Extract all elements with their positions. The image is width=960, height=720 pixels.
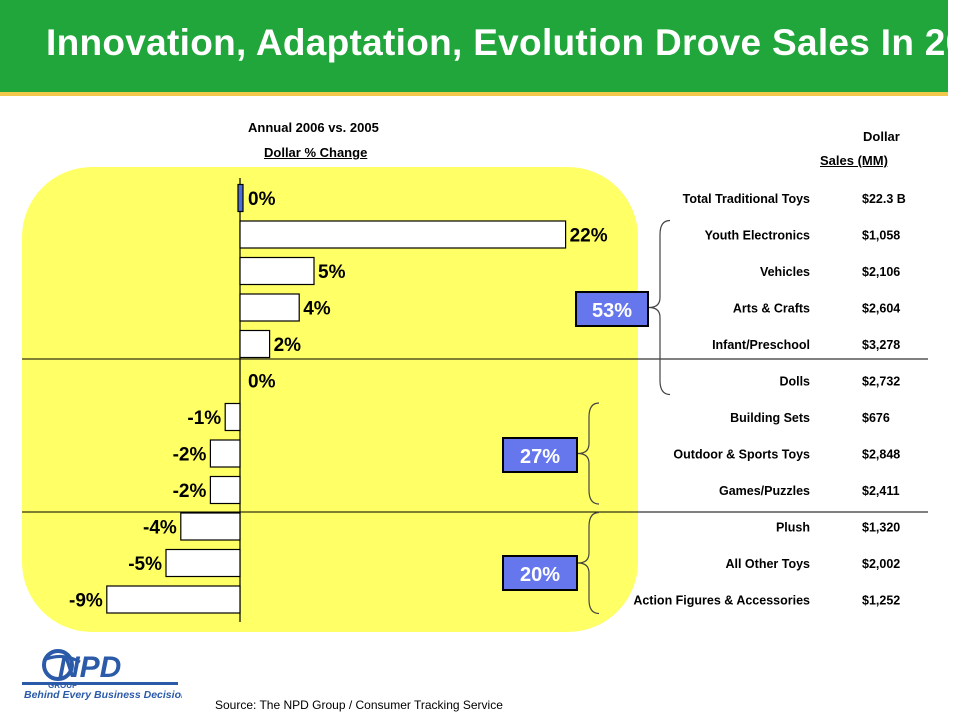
category-label: Youth Electronics <box>705 229 810 243</box>
dollar-sales-value: $22.3 B <box>862 192 906 206</box>
category-label: Outdoor & Sports Toys <box>673 448 810 462</box>
category-label: Games/Puzzles <box>719 484 810 498</box>
data-label: -2% <box>173 445 207 466</box>
dollar-sales-value: $1,320 <box>862 521 900 535</box>
dollar-sales-value: $2,106 <box>862 265 900 279</box>
slide-title: Innovation, Adaptation, Evolution Drove … <box>46 22 960 63</box>
logo-sub: GROUP <box>48 681 78 690</box>
group-share-box <box>502 437 578 473</box>
bar <box>224 402 241 432</box>
dollar-sales-value: $1,058 <box>862 229 900 243</box>
dollar-sales-value: $2,002 <box>862 557 900 571</box>
data-label: -1% <box>187 408 221 429</box>
right-caption-line2: Sales (MM) <box>820 153 888 168</box>
left-caption-line2: Dollar % Change <box>264 145 368 160</box>
data-label: -2% <box>173 481 207 502</box>
category-label: Dolls <box>779 375 810 389</box>
data-label: 4% <box>303 299 331 320</box>
dollar-sales-value: $2,732 <box>862 375 900 389</box>
dollar-sales-value: $2,411 <box>862 484 900 498</box>
bar <box>239 220 567 249</box>
data-label: -4% <box>143 518 177 539</box>
data-label: 0% <box>248 372 276 393</box>
group-brace <box>648 219 671 396</box>
dollar-sales-value: $2,604 <box>862 302 900 316</box>
right-caption-line1: Dollar <box>863 129 900 144</box>
dollar-sales-value: $3,278 <box>862 338 900 352</box>
data-label: 0% <box>248 189 276 210</box>
bar <box>165 548 241 578</box>
bar <box>180 512 241 541</box>
category-label: Vehicles <box>760 265 810 279</box>
left-caption-line1: Annual 2006 vs. 2005 <box>248 120 379 135</box>
data-label: 2% <box>274 335 302 356</box>
dollar-sales-value: $676 <box>862 411 890 425</box>
bar <box>239 256 315 286</box>
npd-logo: NPD GROUP Behind Every Business Decision <box>22 648 187 708</box>
category-label: Total Traditional Toys <box>683 192 810 206</box>
logo-tagline: Behind Every Business Decision <box>24 689 182 701</box>
group-share-label: 53% <box>592 300 632 322</box>
group-brace <box>577 402 600 505</box>
dollar-sales-value: $2,848 <box>862 448 900 462</box>
source-note: Source: The NPD Group / Consumer Trackin… <box>215 698 503 712</box>
data-label: -5% <box>128 554 162 575</box>
category-label: Infant/Preschool <box>712 338 810 352</box>
category-label: Action Figures & Accessories <box>633 594 810 608</box>
bar <box>209 439 241 468</box>
data-label: 5% <box>318 262 346 283</box>
category-label: Building Sets <box>730 411 810 425</box>
group-brace <box>577 511 600 615</box>
data-label: -9% <box>69 591 103 612</box>
data-label: 22% <box>570 226 608 247</box>
bar <box>209 475 241 505</box>
bar <box>239 293 300 322</box>
bar <box>239 329 271 359</box>
group-share-box <box>502 555 578 591</box>
group-share-label: 20% <box>520 564 560 586</box>
category-label: All Other Toys <box>725 557 810 571</box>
group-share-box <box>575 291 649 327</box>
logo-name: NPD <box>58 651 121 684</box>
bar <box>106 585 241 614</box>
header-accent-line <box>0 92 948 96</box>
group-share-label: 27% <box>520 446 560 468</box>
dollar-sales-value: $1,252 <box>862 594 900 608</box>
bar <box>237 183 244 213</box>
category-label: Plush <box>776 521 810 535</box>
header-band <box>0 0 948 92</box>
category-label: Arts & Crafts <box>733 302 810 316</box>
